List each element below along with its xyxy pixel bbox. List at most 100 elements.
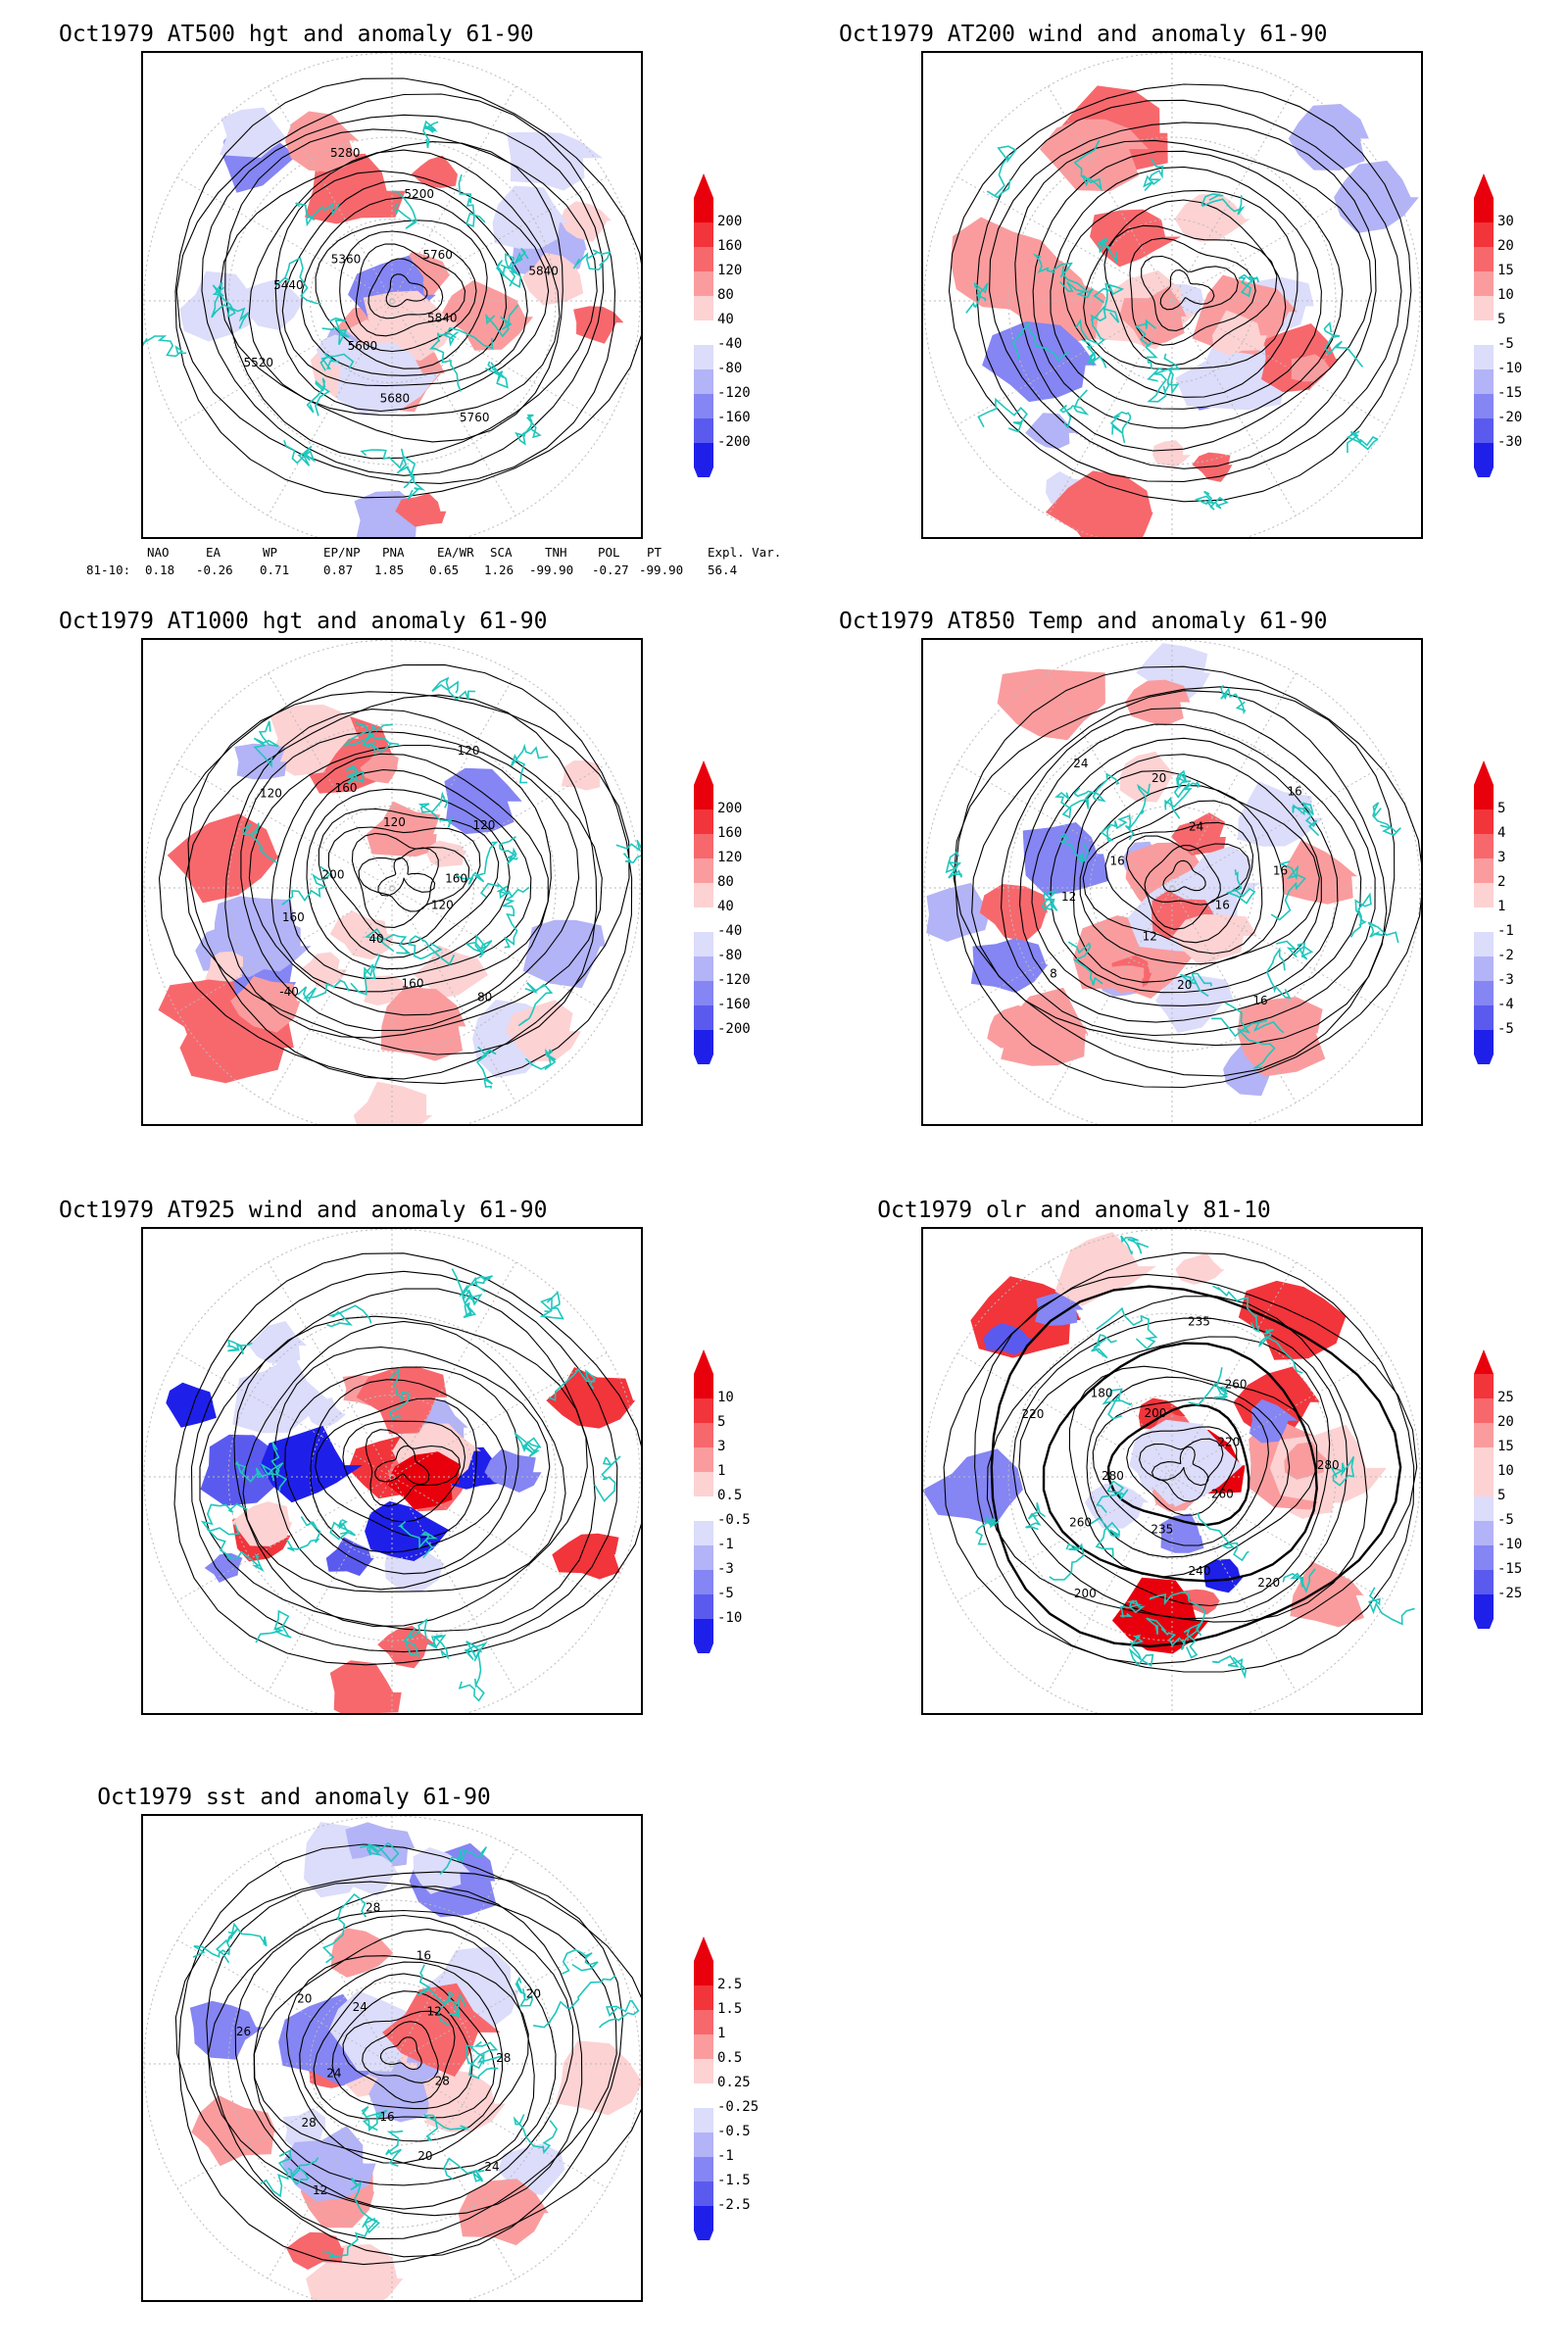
contour-label: 16 xyxy=(1273,863,1288,877)
contour-label: 16 xyxy=(1252,994,1267,1007)
colorbar-graphic xyxy=(1474,760,1494,1079)
contour-label: 8 xyxy=(1050,967,1057,981)
contour-label: 120 xyxy=(431,899,454,912)
index-header: NAO xyxy=(147,545,170,560)
contour-label: 220 xyxy=(1217,1436,1240,1449)
contour-label: 5440 xyxy=(273,278,304,292)
contour-label: 24 xyxy=(1189,820,1203,834)
index-value: 1.85 xyxy=(374,563,405,577)
polar-map xyxy=(923,53,1421,537)
contour-label: 200 xyxy=(322,867,345,881)
map-frame: 28 24 20 16 12 28 24 26 20 24 28 16 12 20 28 xyxy=(141,1814,643,2302)
contour-label: 24 xyxy=(484,2160,499,2174)
index-header: POL xyxy=(598,545,620,560)
contour-label: 280 xyxy=(1102,1469,1124,1483)
colorbar-tick-label: 20 xyxy=(1497,238,1514,254)
colorbar-tick-label: -0.25 xyxy=(717,2099,760,2115)
contour-label: 200 xyxy=(1144,1406,1166,1420)
contour-label: 20 xyxy=(1152,771,1166,785)
colorbar-tick-label: -1 xyxy=(717,2148,734,2164)
contour-label: 20 xyxy=(297,1992,312,2006)
colorbar-tick-label: -15 xyxy=(1497,385,1523,401)
map-frame xyxy=(921,51,1423,539)
colorbar-tick-label: -3 xyxy=(1497,972,1514,988)
colorbar-tick-label: -4 xyxy=(1497,997,1514,1012)
index-value: -99.90 xyxy=(639,563,684,577)
contour-label: 260 xyxy=(1069,1516,1092,1530)
index-header: PT xyxy=(647,545,662,560)
polar-map: 260 220 240 235 200 260 280 220 180 200 235 260 220 2… xyxy=(923,1229,1421,1713)
colorbar-tick-label: 40 xyxy=(717,899,734,914)
contour-label: 5200 xyxy=(404,187,434,201)
map-frame: 260 220 240 235 200 260 280 220 180 200 235 260 220 2… xyxy=(921,1227,1423,1715)
colorbar-tick-label: 0.25 xyxy=(717,2075,751,2090)
contour-label: 20 xyxy=(1177,978,1192,992)
colorbar xyxy=(1474,173,1562,492)
colorbar-graphic xyxy=(694,760,713,1079)
colorbar-tick-label: -1 xyxy=(1497,923,1514,939)
colorbar-tick-label: -5 xyxy=(1497,1512,1514,1528)
colorbar xyxy=(694,1936,782,2255)
colorbar-tick-label: 200 xyxy=(717,214,743,229)
colorbar-tick-label: 1 xyxy=(717,2026,726,2041)
colorbar-tick-label: 80 xyxy=(717,287,734,303)
panel-title: Oct1979 AT1000 hgt and anomaly 61-90 xyxy=(59,609,548,634)
colorbar-tick-label: 1.5 xyxy=(717,2001,743,2017)
contour-label: 28 xyxy=(366,1900,380,1914)
colorbar-tick-label: 10 xyxy=(1497,287,1514,303)
contour-label: 5760 xyxy=(460,411,490,424)
index-header: EP/NP xyxy=(323,545,361,560)
colorbar-tick-label: 2 xyxy=(1497,874,1506,890)
colorbar-tick-label: -160 xyxy=(717,410,751,425)
index-header: PNA xyxy=(382,545,405,560)
contour-label: 260 xyxy=(1225,1378,1248,1392)
colorbar-tick-label: -5 xyxy=(1497,1021,1514,1037)
colorbar-tick-label: 15 xyxy=(1497,263,1514,278)
index-value: -0.26 xyxy=(196,563,233,577)
colorbar-tick-label: 5 xyxy=(1497,1488,1506,1503)
colorbar-tick-label: -20 xyxy=(1497,410,1523,425)
contour-label: 16 xyxy=(379,2110,394,2124)
colorbar-tick-label: 10 xyxy=(1497,1463,1514,1479)
colorbar-tick-label: 15 xyxy=(1497,1439,1514,1454)
contour-label: 160 xyxy=(445,872,467,886)
index-value: -0.27 xyxy=(592,563,629,577)
contour-label: 5280 xyxy=(330,146,361,160)
contour-label: 160 xyxy=(282,910,305,924)
contour-label: 200 xyxy=(1074,1587,1097,1600)
contour-label: 160 xyxy=(335,781,358,795)
colorbar-tick-label: 30 xyxy=(1497,214,1514,229)
contour-label: 12 xyxy=(1061,890,1076,904)
colorbar-tick-label: -1.5 xyxy=(717,2173,751,2188)
colorbar-tick-label: -120 xyxy=(717,972,751,988)
contour-label: 5600 xyxy=(348,339,378,353)
colorbar-tick-label: 0.5 xyxy=(717,1488,743,1503)
colorbar-graphic xyxy=(694,173,713,492)
colorbar-tick-label: 120 xyxy=(717,850,743,865)
colorbar-tick-label: 2.5 xyxy=(717,1977,743,1992)
colorbar xyxy=(694,173,782,492)
panel-title: Oct1979 AT500 hgt and anomaly 61-90 xyxy=(59,22,534,47)
map-frame xyxy=(141,1227,643,1715)
colorbar-tick-label: 25 xyxy=(1497,1390,1514,1405)
contour-label: 120 xyxy=(458,744,480,758)
colorbar-tick-label: 10 xyxy=(717,1390,734,1405)
colorbar-tick-label: 5 xyxy=(1497,312,1506,327)
panel-title: Oct1979 AT925 wind and anomaly 61-90 xyxy=(59,1198,548,1223)
contour-label: -40 xyxy=(279,985,299,999)
colorbar-tick-label: -40 xyxy=(717,923,743,939)
colorbar-tick-label: 0.5 xyxy=(717,2050,743,2066)
contour-label: 5840 xyxy=(528,264,559,277)
panel-title: Oct1979 AT850 Temp and anomaly 61-90 xyxy=(839,609,1328,634)
contour-label: 5360 xyxy=(331,253,362,267)
colorbar-tick-label: -2 xyxy=(1497,948,1514,963)
contour-label: 220 xyxy=(1257,1576,1280,1590)
panel-title: Oct1979 olr and anomaly 81-10 xyxy=(877,1198,1271,1223)
colorbar-tick-label: 80 xyxy=(717,874,734,890)
colorbar-tick-label: -3 xyxy=(717,1561,734,1577)
colorbar-tick-label: 20 xyxy=(1497,1414,1514,1430)
colorbar-tick-label: 200 xyxy=(717,801,743,816)
contour-label: 16 xyxy=(1215,899,1230,912)
contour-label: 16 xyxy=(416,1949,431,1963)
colorbar-tick-label: 160 xyxy=(717,825,743,841)
